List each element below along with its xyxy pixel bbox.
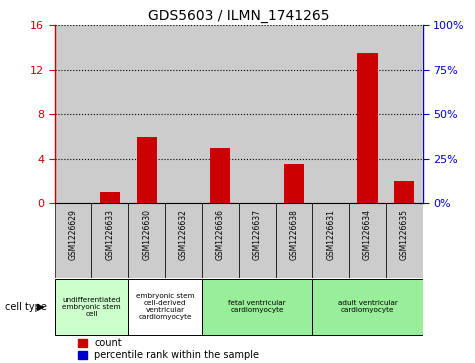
Bar [210,148,230,203]
FancyBboxPatch shape [276,203,313,278]
Text: embryonic stem
cell-derived
ventricular
cardiomyocyte: embryonic stem cell-derived ventricular … [136,293,194,320]
FancyBboxPatch shape [91,203,128,278]
Text: adult ventricular
cardiomyocyte: adult ventricular cardiomyocyte [338,300,398,313]
FancyBboxPatch shape [238,203,276,278]
Bar [91,25,128,203]
Text: GSM1226635: GSM1226635 [400,209,409,260]
Bar [386,25,423,203]
Text: GSM1226632: GSM1226632 [179,209,188,260]
Text: cell type: cell type [5,302,47,312]
Bar [284,164,304,203]
Text: GSM1226630: GSM1226630 [142,209,151,260]
Bar [400,191,409,203]
FancyBboxPatch shape [349,203,386,278]
Text: GSM1226637: GSM1226637 [253,209,262,260]
Bar [165,25,202,203]
Bar [202,25,238,203]
Text: GSM1226631: GSM1226631 [326,209,335,260]
Bar [276,25,313,203]
FancyBboxPatch shape [165,203,202,278]
FancyBboxPatch shape [202,279,313,335]
Bar [313,25,349,203]
Bar [357,53,378,203]
Bar [136,136,157,203]
Bar [55,25,91,203]
FancyBboxPatch shape [313,203,349,278]
Title: GDS5603 / ILMN_1741265: GDS5603 / ILMN_1741265 [148,9,330,23]
Legend: count, percentile rank within the sample: count, percentile rank within the sample [78,338,259,360]
Text: undifferentiated
embryonic stem
cell: undifferentiated embryonic stem cell [62,297,121,317]
Bar [100,192,120,203]
FancyBboxPatch shape [55,279,128,335]
Bar [142,170,151,203]
Bar [363,152,372,203]
Bar [238,25,276,203]
Text: fetal ventricular
cardiomyocyte: fetal ventricular cardiomyocyte [228,300,286,313]
Bar [105,191,114,203]
Text: GSM1226629: GSM1226629 [68,209,77,260]
Bar [394,181,415,203]
Text: GSM1226636: GSM1226636 [216,209,225,260]
Text: GSM1226634: GSM1226634 [363,209,372,260]
FancyBboxPatch shape [128,279,202,335]
Bar [216,175,225,203]
FancyBboxPatch shape [313,279,423,335]
Bar [289,189,298,203]
Text: ▶: ▶ [37,302,44,312]
Text: GSM1226638: GSM1226638 [289,209,298,260]
Bar [349,25,386,203]
FancyBboxPatch shape [128,203,165,278]
FancyBboxPatch shape [386,203,423,278]
FancyBboxPatch shape [55,203,91,278]
FancyBboxPatch shape [202,203,238,278]
Bar [128,25,165,203]
Text: GSM1226633: GSM1226633 [105,209,114,260]
